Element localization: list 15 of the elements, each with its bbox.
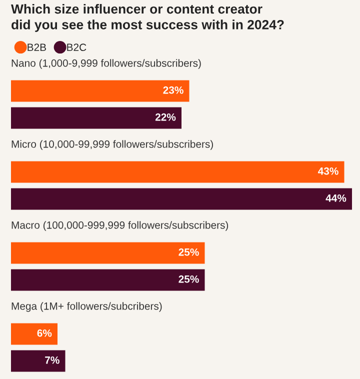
y-tick-label: Nano (1,000-9,999 followers/subscribers) (12, 59, 201, 69)
data-label: 44% (326, 194, 346, 202)
y-tick-label: Micro (10,000-99,999 followers/subscribers) (12, 140, 213, 150)
y-tick-label: Mega (1M+ followers/subcribers) (12, 302, 162, 312)
data-label: 25% (178, 248, 199, 256)
y-tick-label: Macro (100,000-999,999 followers/subscribers) (12, 221, 228, 231)
data-label: 25% (178, 275, 199, 283)
data-label: 7% (45, 356, 60, 364)
data-label: 22% (155, 113, 176, 121)
chart-title: Which size influencer or content creator did you see the most success with in 2024? (11, 4, 284, 32)
data-label: 23% (163, 86, 184, 94)
data-label: 6% (37, 329, 52, 337)
data-label: 43% (318, 167, 338, 175)
legend-label: B2B (28, 44, 46, 51)
legend-label: B2C (67, 44, 86, 52)
